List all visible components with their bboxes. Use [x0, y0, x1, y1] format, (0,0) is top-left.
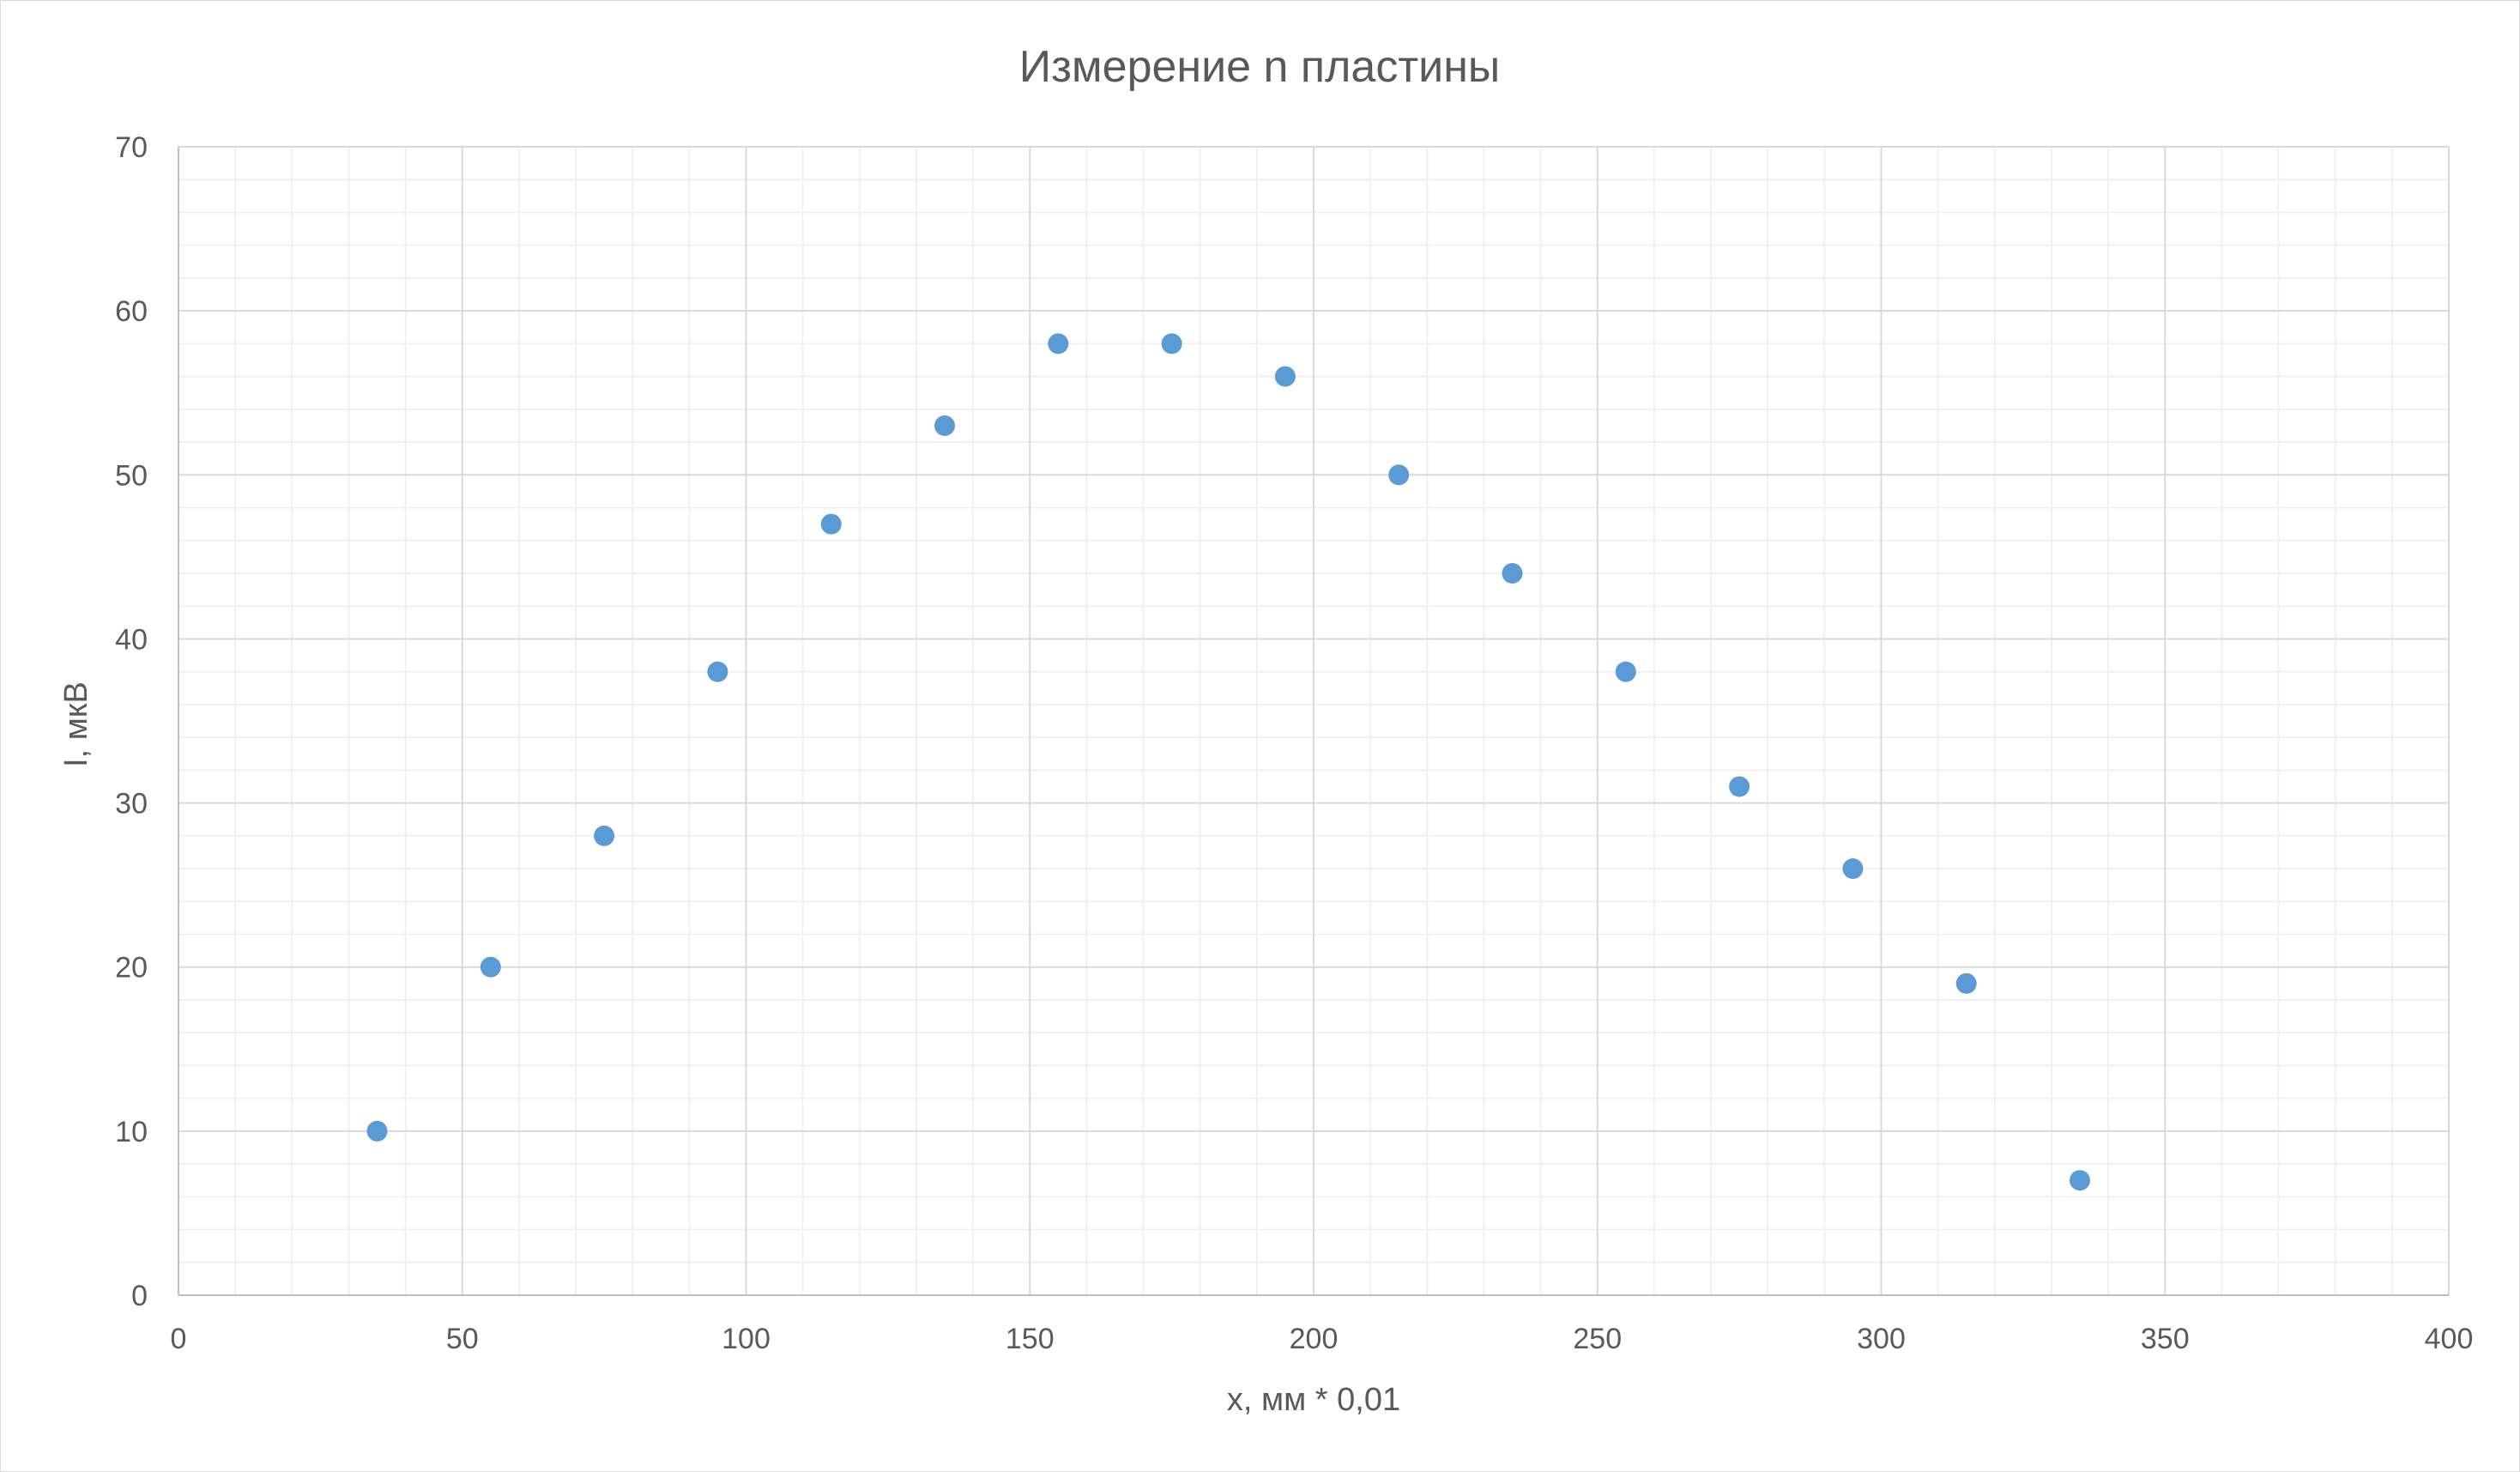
- x-tick-label: 400: [2425, 1323, 2474, 1355]
- y-tick-label: 20: [115, 952, 148, 984]
- x-tick-label: 250: [1573, 1323, 1622, 1355]
- x-tick-label: 150: [1006, 1323, 1055, 1355]
- x-tick-label: 200: [1290, 1323, 1339, 1355]
- data-point: [1048, 333, 1069, 354]
- axes: [178, 147, 2449, 1296]
- y-tick-label: 30: [115, 788, 148, 821]
- x-axis-title: x, мм * 0,01: [1227, 1382, 1400, 1418]
- data-point: [594, 825, 615, 846]
- data-point: [820, 513, 842, 535]
- y-tick-label: 0: [131, 1280, 148, 1312]
- data-point: [1274, 366, 1296, 387]
- data-point: [1729, 776, 1750, 797]
- data-point: [1842, 858, 1864, 880]
- y-tick-label: 40: [115, 623, 148, 656]
- data-point: [1161, 333, 1182, 354]
- y-axis-title: I, мкВ: [58, 681, 94, 767]
- data-point: [366, 1120, 388, 1142]
- x-tick-label: 0: [171, 1323, 187, 1355]
- x-tick-label: 300: [1857, 1323, 1906, 1355]
- data-point: [1955, 972, 1977, 994]
- data-point: [707, 661, 728, 682]
- y-tick-label: 10: [115, 1116, 148, 1148]
- x-tick-label: 100: [722, 1323, 771, 1355]
- data-point: [1502, 562, 1523, 584]
- data-point: [934, 415, 956, 436]
- data-point: [480, 956, 501, 978]
- data-point: [1388, 464, 1410, 486]
- y-tick-label: 60: [115, 295, 148, 328]
- data-point: [2070, 1170, 2091, 1191]
- y-tick-label: 50: [115, 459, 148, 492]
- grid-lines: [178, 146, 2450, 1296]
- data-points: [366, 333, 2091, 1191]
- tick-labels: 0 50 100 150 200 250 300 350 400 0 10 20 30 40 50 60 70: [115, 131, 2473, 1355]
- x-tick-label: 50: [446, 1323, 479, 1355]
- data-point: [1615, 661, 1636, 682]
- chart-title: Измерение n пластины: [1019, 42, 1501, 92]
- x-tick-label: 350: [2141, 1323, 2190, 1355]
- y-tick-label: 70: [115, 131, 148, 164]
